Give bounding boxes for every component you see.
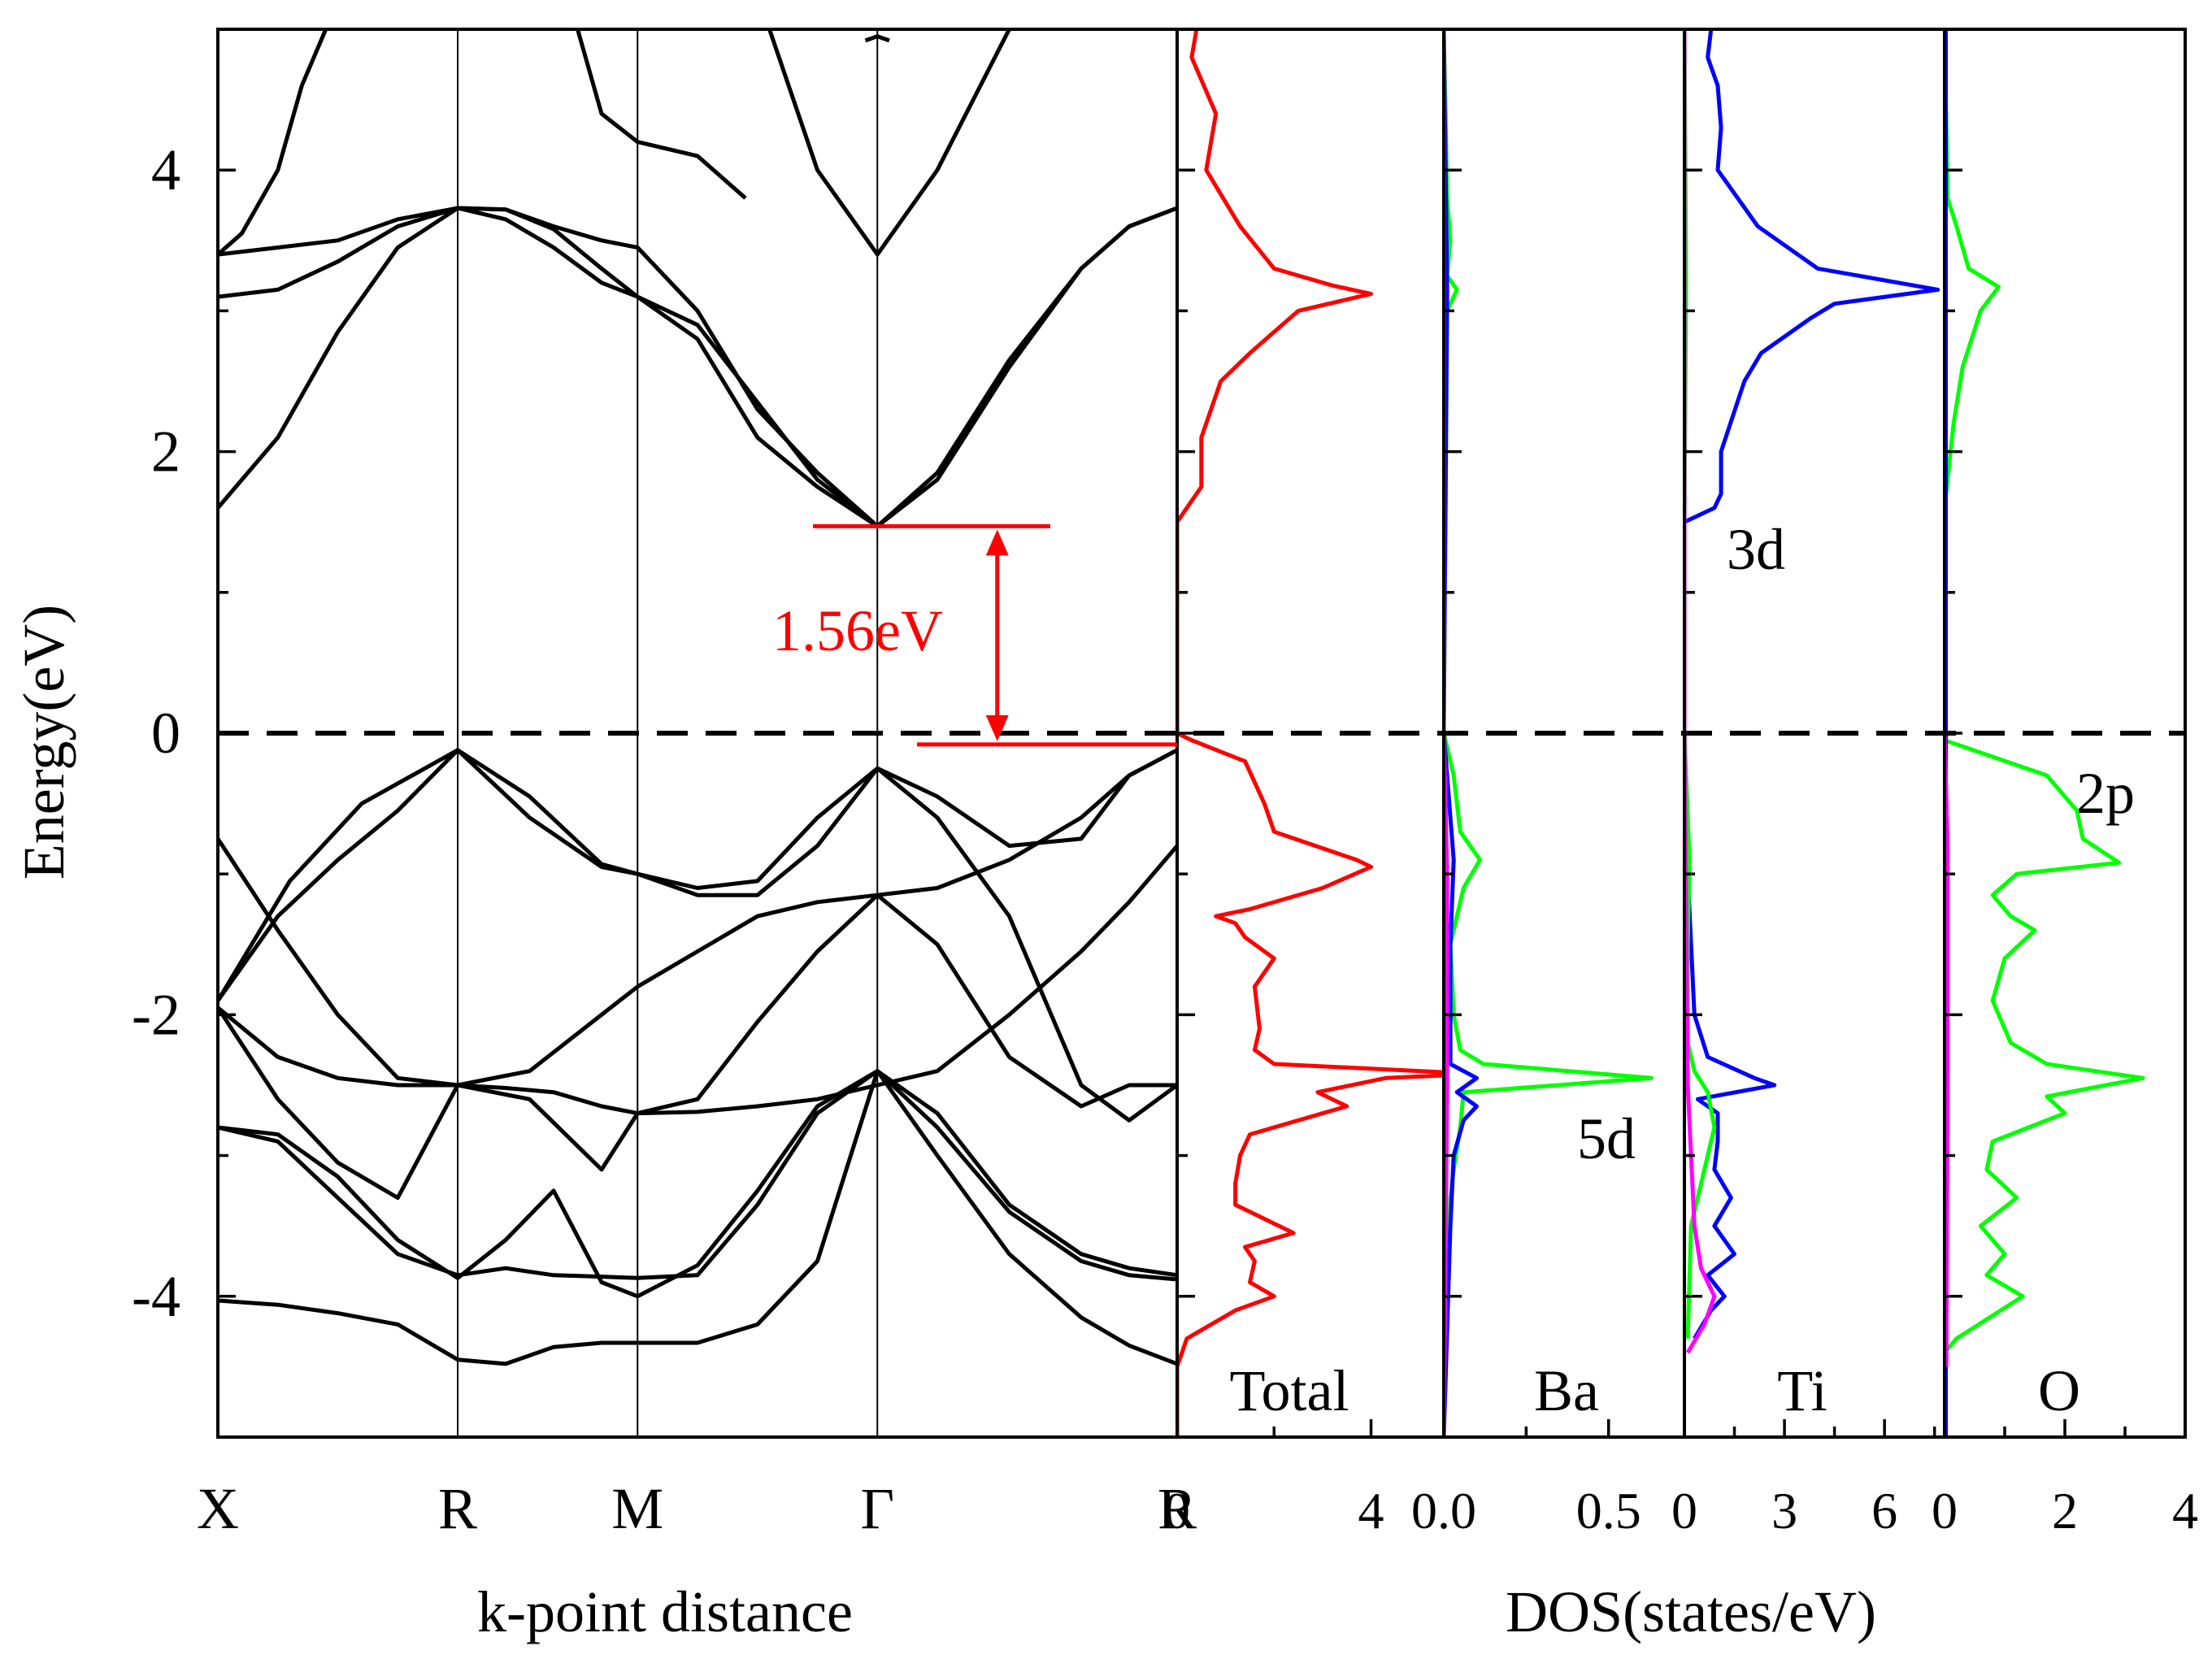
band-line: [864, 34, 890, 43]
dos-tick-label: 0.5: [1576, 1482, 1641, 1540]
band-line: [218, 748, 1177, 1002]
kpoint-label: Γ: [860, 1476, 894, 1541]
band-line: [218, 29, 328, 256]
dos-tick-label: 6: [1871, 1482, 1897, 1540]
band-line: [218, 1069, 1177, 1282]
dos-tick-label: 3: [1771, 1482, 1797, 1540]
gap-arrow-down-head: [985, 714, 1009, 741]
dos-tick-label: 2: [2052, 1482, 2078, 1540]
band-line: [218, 748, 1177, 1123]
dos-curve-total: [1177, 29, 1444, 1437]
y-tick-label: -2: [132, 982, 180, 1047]
ti-panel-title: Ti: [1777, 1358, 1827, 1423]
dos-curve-ba-green: [1444, 29, 1654, 1437]
total-panel-title: Total: [1230, 1358, 1349, 1423]
band-gap-label: 1.56eV: [772, 598, 943, 663]
band-line: [218, 748, 1177, 1088]
o-orbital-label: 2p: [2076, 761, 2135, 826]
dos-tick-label: 0: [1671, 1482, 1697, 1540]
band-line: [218, 206, 879, 528]
kpoint-label: R: [438, 1476, 477, 1541]
y-tick-label: 0: [151, 701, 180, 766]
y-tick-label: -4: [132, 1264, 180, 1329]
kpoint-label: R: [1158, 1476, 1197, 1541]
dos-tick-label: 0: [1164, 1482, 1190, 1540]
band-line: [218, 892, 1177, 1201]
y-tick-label: 2: [151, 419, 180, 484]
axis-ticks: -4 -2 0 2 4: [132, 28, 2187, 1439]
ba-orbital-label: 5d: [1577, 1106, 1636, 1171]
y-axis-title: Energy(eV): [11, 605, 76, 880]
dos-panels: 0 4 0.0 0.5 0 3 6 0 2 4: [1164, 29, 2198, 1540]
gap-arrow-up-head: [985, 529, 1009, 556]
band-line: [218, 1069, 1177, 1299]
kpoint-label: M: [611, 1476, 663, 1541]
band-line: [218, 206, 1177, 528]
band-line: [767, 29, 1011, 257]
band-gap-annotation: [813, 523, 1177, 747]
dos-tick-label: 4: [2172, 1482, 2198, 1540]
band-line: [218, 206, 1177, 528]
band-line: [218, 1069, 1177, 1366]
x-axis-title: k-point distance: [477, 1579, 853, 1644]
band-line: [576, 29, 747, 200]
dos-tick-label: 0.0: [1411, 1482, 1476, 1540]
dos-curve-o-green: [1945, 29, 2145, 1354]
dos-curve-ti-blue: [1684, 29, 1940, 1340]
ti-orbital-label: 3d: [1727, 517, 1785, 582]
y-tick-label: 4: [151, 137, 180, 202]
dos-axis-title: DOS(states/eV): [1506, 1579, 1876, 1644]
dos-tick-label: 0: [1932, 1482, 1958, 1540]
ba-panel-title: Ba: [1534, 1358, 1599, 1423]
band-line: [218, 844, 1177, 1116]
dos-tick-label: 4: [1358, 1482, 1384, 1540]
dos-curve-ba-blue: [1444, 29, 1479, 1437]
kpoint-label: X: [197, 1476, 239, 1541]
o-panel-title: O: [2038, 1358, 2080, 1423]
axis-labels: Energy(eV) k-point distance DOS(states/e…: [11, 517, 2135, 1644]
